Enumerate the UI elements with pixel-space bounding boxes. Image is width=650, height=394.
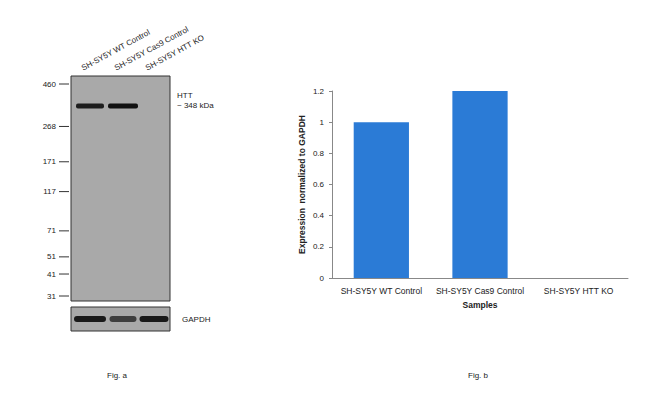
svg-text:117: 117 [43,187,56,196]
svg-text:0.2: 0.2 [313,242,325,251]
svg-text:Samples: Samples [463,300,498,310]
svg-text:0.6: 0.6 [313,180,325,189]
svg-text:31: 31 [47,292,56,301]
svg-text:SH-SY5Y Cas9 Control: SH-SY5Y Cas9 Control [436,286,524,296]
svg-text:HTT: HTT [177,91,193,100]
svg-text:41: 41 [47,270,56,279]
svg-text:268: 268 [43,122,57,131]
svg-text:SH-SY5Y WT Control: SH-SY5Y WT Control [341,286,423,296]
svg-text:SH-SY5Y Cas9 Control: SH-SY5Y Cas9 Control [112,24,191,73]
svg-text:0.4: 0.4 [313,211,325,220]
svg-text:SH-SY5Y HTT KO: SH-SY5Y HTT KO [144,33,206,72]
svg-text:Fig. a: Fig. a [107,371,128,380]
svg-text:~ 348 kDa: ~ 348 kDa [177,101,214,110]
svg-text:SH-SY5Y WT Control: SH-SY5Y WT Control [79,27,152,73]
svg-text:171: 171 [43,157,57,166]
svg-text:0.8: 0.8 [313,149,325,158]
svg-text:1.2: 1.2 [313,87,325,96]
svg-text:Fig. b: Fig. b [468,371,489,380]
svg-text:460: 460 [43,80,57,89]
svg-text:0: 0 [320,274,325,283]
svg-text:SH-SY5Y HTT KO: SH-SY5Y HTT KO [544,286,614,296]
svg-text:1: 1 [320,118,325,127]
svg-text:Expression normalized to GAPD: Expression normalized to GAPDH [297,115,307,254]
svg-text:GAPDH: GAPDH [182,315,211,324]
svg-text:71: 71 [47,226,56,235]
svg-text:51: 51 [47,252,56,261]
